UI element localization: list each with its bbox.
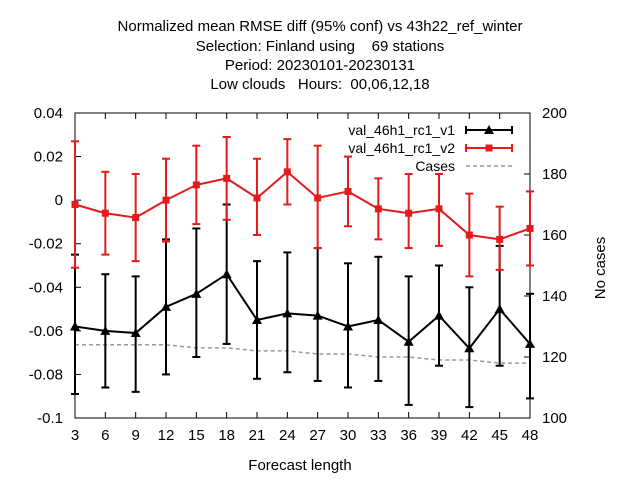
x-tick-label: 42 <box>461 427 478 444</box>
legend-marker <box>485 144 493 152</box>
data-point <box>221 269 232 279</box>
data-point <box>252 314 262 324</box>
y-tick-label: -0.06 <box>29 323 63 340</box>
legend-marker <box>484 125 494 134</box>
data-point <box>344 187 352 195</box>
data-point <box>100 325 111 335</box>
y2-tick-label: 200 <box>542 105 567 122</box>
data-point <box>374 205 382 213</box>
series-2 <box>71 135 534 278</box>
legend: val_46h1_rc1_v1 val_46h1_rc1_v2 Cases <box>348 122 513 174</box>
x-tick-label: 9 <box>131 427 139 444</box>
y-tick-label: -0.1 <box>37 410 63 427</box>
data-point <box>70 321 80 331</box>
x-tick-label: 33 <box>370 427 387 444</box>
y2-tick-label: 140 <box>542 288 567 305</box>
x-tick-label: 39 <box>431 427 448 444</box>
x-tick-label: 12 <box>158 427 175 444</box>
data-point <box>314 194 322 202</box>
y-tick-label: 0.04 <box>34 105 63 122</box>
data-point <box>162 196 170 204</box>
data-point <box>283 168 291 176</box>
chart-title-line-2: Selection: Finland using 69 stations <box>195 38 445 55</box>
data-point <box>71 201 79 208</box>
series-1 <box>70 203 535 409</box>
y-tick-label: -0.04 <box>29 279 63 296</box>
legend-label: val_46h1_rc1_v2 <box>348 140 455 156</box>
legend-label: Cases <box>415 158 455 174</box>
y-tick-label: -0.08 <box>29 366 63 383</box>
y2-tick-label: 180 <box>542 166 567 183</box>
data-point <box>464 343 475 353</box>
x-tick-label: 21 <box>249 427 266 444</box>
data-point <box>101 209 109 217</box>
data-point <box>282 308 293 318</box>
y-tick-label: 0.02 <box>34 149 63 166</box>
x-tick-label: 15 <box>188 427 205 444</box>
x-tick-label: 30 <box>340 427 357 444</box>
x-tick-label: 24 <box>279 427 296 444</box>
y-tick-label: 0 <box>55 192 63 209</box>
data-point <box>525 338 535 348</box>
x-tick-label: 36 <box>400 427 417 444</box>
data-point <box>526 224 534 232</box>
chart-title-line-3: Period: 20230101-20230131 <box>224 57 416 74</box>
x-tick-label: 48 <box>522 427 539 444</box>
series-line <box>74 170 531 241</box>
y2-tick-label: 160 <box>542 227 567 244</box>
y2-tick-label: 100 <box>542 410 567 427</box>
data-point <box>223 174 231 182</box>
x-tick-label: 6 <box>101 427 109 444</box>
data-point <box>161 301 171 311</box>
legend-label: val_46h1_rc1_v1 <box>348 122 455 138</box>
data-point <box>312 310 323 320</box>
x-axis-label: Forecast length <box>248 457 351 474</box>
data-point <box>465 231 473 239</box>
data-point <box>192 181 200 189</box>
y-tick-label: -0.02 <box>29 236 63 253</box>
x-tick-label: 18 <box>218 427 235 444</box>
cases-line <box>75 344 530 364</box>
series-line <box>74 272 531 350</box>
y2-tick-label: 120 <box>542 349 567 366</box>
data-point <box>496 235 504 243</box>
plot-frame <box>74 112 531 419</box>
data-point <box>434 310 444 320</box>
chart-title-line-1: Normalized mean RMSE diff (95% conf) vs … <box>117 18 523 35</box>
x-tick-label: 27 <box>309 427 326 444</box>
data-point <box>405 209 413 217</box>
data-point <box>435 205 443 213</box>
chart-title-line-4: Low clouds Hours: 00,06,12,18 <box>210 76 430 93</box>
data-point <box>403 336 414 346</box>
y2-axis-label: No cases <box>592 237 609 300</box>
data-point <box>373 314 384 324</box>
x-tick-label: 45 <box>491 427 508 444</box>
data-point <box>191 288 202 298</box>
data-point <box>130 328 141 338</box>
data-point <box>132 214 140 222</box>
data-point <box>494 304 505 314</box>
data-point <box>253 194 261 202</box>
data-point <box>343 321 353 331</box>
x-tick-label: 3 <box>71 427 79 444</box>
